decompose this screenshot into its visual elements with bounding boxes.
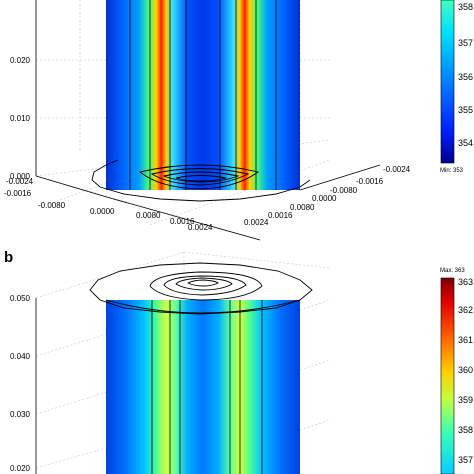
z-tick-label: 0.020 [10, 56, 31, 65]
y-tick-label: -0.0016 [356, 177, 384, 186]
panel-a-colorbar: 358 357 356 355 354 Min: 353 [440, 0, 473, 174]
colorbar-max-label: Max: 363 [440, 268, 465, 274]
colorbar-tick-label: 355 [458, 105, 473, 115]
z-tick-label: 0.020 [10, 464, 31, 473]
colorbar-tick-label: 361 [458, 335, 473, 345]
panel-b-layer-lines [151, 300, 263, 474]
z-tick-label: 0.040 [10, 352, 31, 361]
panel-b: b [4, 249, 473, 474]
y-tick-label: -0.0080 [330, 186, 358, 195]
panel-b-label: b [4, 249, 13, 266]
colorbar-tick-label: 357 [458, 38, 473, 48]
y-tick-label: 0.0000 [312, 194, 337, 203]
colorbar-tick-label: 359 [458, 395, 473, 405]
colorbar-min-label: Min: 353 [440, 168, 464, 174]
x-tick-label: 0.0016 [170, 217, 195, 226]
colorbar-tick-label: 358 [458, 425, 473, 435]
panel-b-z-axis: 0.050 0.040 0.030 0.020 [10, 294, 31, 473]
x-tick-label: -0.0024 [6, 177, 34, 186]
panel-a-layer-lines [129, 0, 277, 190]
panel-b-cylinder-surface [106, 300, 300, 474]
panel-a: 0.020 0.010 0.000 -0.0024 -0.0016 -0.008… [4, 0, 473, 241]
panel-a-z-axis: 0.020 0.010 0.000 [10, 56, 31, 181]
panel-b-top-rings [89, 262, 313, 315]
colorbar-tick-label: 360 [458, 365, 473, 375]
panel-a-y-axis: -0.0024 -0.0016 -0.0080 0.0000 0.0080 0.… [244, 165, 411, 227]
x-tick-label: -0.0016 [4, 189, 32, 198]
z-tick-label: 0.000 [10, 172, 31, 181]
colorbar-tick-label: 354 [458, 138, 473, 148]
y-tick-label: -0.0024 [383, 165, 411, 174]
y-tick-label: 0.0080 [290, 203, 315, 212]
z-tick-label: 0.030 [10, 410, 31, 419]
colorbar-a-gradient [440, 0, 455, 164]
x-tick-label: 0.0024 [188, 223, 213, 232]
panel-a-cylinder-surface [106, 0, 300, 190]
panel-a-base-rings [91, 159, 311, 202]
panel-b-colorbar: Max: 363 363 362 361 360 359 358 357 [440, 268, 473, 474]
x-tick-label: 0.0080 [136, 211, 161, 220]
colorbar-tick-label: 356 [458, 72, 473, 82]
y-tick-label: 0.0016 [268, 211, 293, 220]
colorbar-tick-label: 363 [458, 277, 473, 287]
x-tick-label: 0.0000 [90, 207, 115, 216]
colorbar-tick-label: 358 [458, 2, 473, 12]
z-tick-label: 0.010 [10, 114, 31, 123]
panel-a-x-axis: -0.0024 -0.0016 -0.0080 0.0000 0.0080 0.… [4, 177, 213, 232]
colorbar-tick-label: 357 [458, 455, 473, 465]
colorbar-b-gradient [440, 277, 455, 474]
colorbar-tick-label: 362 [458, 305, 473, 315]
y-tick-label: 0.0024 [244, 218, 269, 227]
z-tick-label: 0.050 [10, 294, 31, 303]
x-tick-label: -0.0080 [38, 201, 66, 210]
